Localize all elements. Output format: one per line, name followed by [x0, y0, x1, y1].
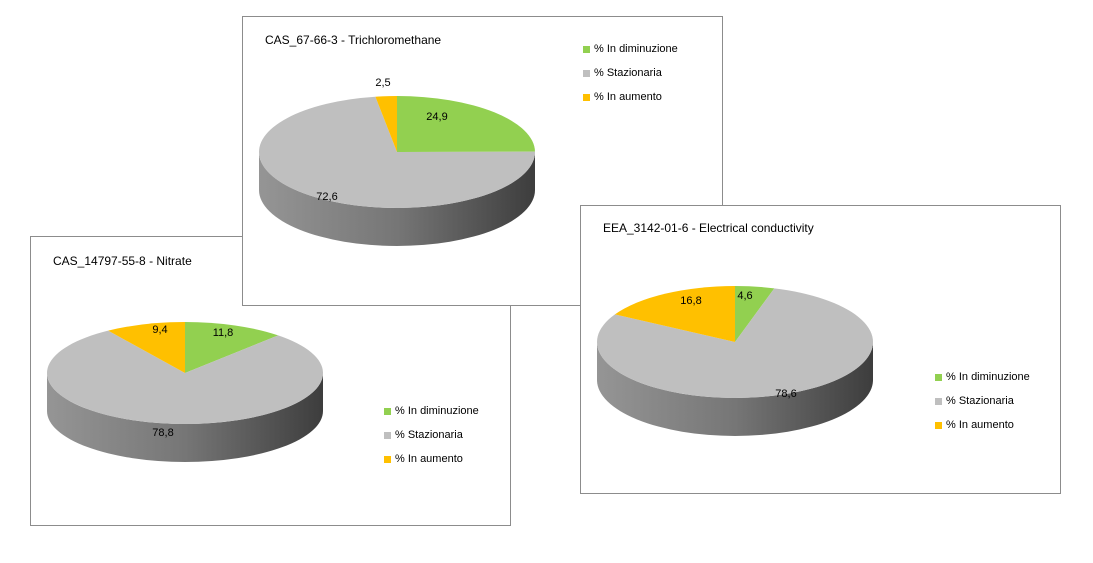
legend-swatch-stationary — [583, 69, 590, 77]
pie-chart-nitrate: 11,8 78,8 9,4 — [46, 322, 323, 462]
pie-slice-increasing — [375, 96, 397, 152]
data-label-decreasing: 11,8 — [213, 327, 234, 339]
legend-label: % In diminuzione — [946, 371, 1030, 383]
legend-swatch-decreasing — [583, 45, 590, 53]
legend-item-increasing: % In aumento — [583, 85, 678, 109]
legend-swatch-increasing — [935, 421, 942, 429]
pie-slice-stationary — [259, 96, 535, 208]
legend-label: % In diminuzione — [594, 43, 678, 55]
legend-item-decreasing: % In diminuzione — [935, 365, 1030, 389]
data-label-stationary: 78,6 — [775, 388, 796, 400]
legend-label: % Stazionaria — [395, 429, 463, 441]
legend-label: % In aumento — [946, 419, 1014, 431]
legend-swatch-decreasing — [935, 373, 942, 381]
data-label-decreasing: 4,6 — [737, 290, 752, 302]
legend: % In diminuzione % Stazionaria % In aume… — [935, 365, 1030, 437]
pie-chart-trichloromethane: 24,9 72,6 2,5 — [259, 77, 535, 246]
pie-slice-side-stationary — [47, 373, 323, 462]
pie-chart-electrical-conductivity: 4,6 78,6 16,8 — [597, 286, 873, 436]
legend-item-stationary: % Stazionaria — [384, 423, 479, 447]
legend-swatch-increasing — [583, 93, 590, 101]
legend-label: % In aumento — [594, 91, 662, 103]
data-label-decreasing: 24,9 — [426, 111, 447, 123]
legend-item-decreasing: % In diminuzione — [583, 37, 678, 61]
chart-title: CAS_67-66-3 - Trichloromethane — [265, 33, 442, 47]
legend-item-increasing: % In aumento — [935, 413, 1030, 437]
pie-slice-stationary — [46, 330, 323, 424]
legend-item-stationary: % Stazionaria — [583, 61, 678, 85]
chart-panel-electrical-conductivity: EEA_3142-01-6 - Electrical conductivity … — [580, 205, 1061, 494]
pie-slice-increasing — [108, 322, 185, 373]
legend-item-decreasing: % In diminuzione — [384, 399, 479, 423]
pie-slice-decreasing — [735, 286, 775, 342]
pie-slice-side-stationary — [259, 152, 535, 246]
legend-label: % In aumento — [395, 453, 463, 465]
legend-label: % Stazionaria — [594, 67, 662, 79]
pie-slice-decreasing — [397, 96, 535, 152]
pie-slice-side-stationary — [597, 342, 873, 436]
pie-slice-decreasing — [185, 322, 279, 373]
chart-title: EEA_3142-01-6 - Electrical conductivity — [603, 221, 814, 235]
pie-slice-increasing — [614, 286, 735, 342]
legend-label: % In diminuzione — [395, 405, 479, 417]
legend-item-stationary: % Stazionaria — [935, 389, 1030, 413]
pie-slice-stationary — [597, 288, 873, 398]
legend-swatch-decreasing — [384, 407, 391, 415]
data-label-increasing: 16,8 — [680, 295, 701, 307]
data-label-increasing: 2,5 — [375, 77, 390, 89]
chart-title: CAS_14797-55-8 - Nitrate — [53, 254, 192, 268]
legend-label: % Stazionaria — [946, 395, 1014, 407]
data-label-increasing: 9,4 — [152, 324, 167, 336]
data-label-stationary: 72,6 — [316, 191, 337, 203]
legend: % In diminuzione % Stazionaria % In aume… — [384, 399, 479, 471]
data-label-stationary: 78,8 — [152, 427, 173, 439]
legend-swatch-stationary — [384, 431, 391, 439]
legend: % In diminuzione % Stazionaria % In aume… — [583, 37, 678, 109]
legend-swatch-stationary — [935, 397, 942, 405]
legend-item-increasing: % In aumento — [384, 447, 479, 471]
legend-swatch-increasing — [384, 455, 391, 463]
